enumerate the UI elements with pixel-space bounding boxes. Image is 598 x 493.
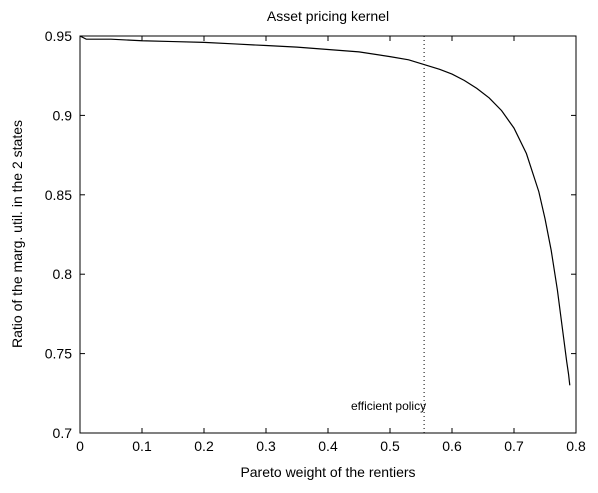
y-tick-label: 0.8 xyxy=(53,266,73,282)
y-tick-label: 0.7 xyxy=(53,425,73,441)
x-tick-label: 0.8 xyxy=(566,438,586,454)
y-tick-label: 0.85 xyxy=(45,187,72,203)
annotation-efficient-policy: efficient policy xyxy=(351,399,426,413)
y-axis: 0.7 0.75 0.8 0.85 0.9 0.95 xyxy=(45,28,576,441)
x-tick-label: 0 xyxy=(76,438,84,454)
x-tick-label: 0.3 xyxy=(256,438,276,454)
x-tick-label: 0.4 xyxy=(318,438,338,454)
series-line xyxy=(79,35,571,386)
chart-title: Asset pricing kernel xyxy=(267,8,389,24)
plot-frame xyxy=(79,35,577,434)
x-tick-label: 0.6 xyxy=(442,438,462,454)
x-tick-label: 0.1 xyxy=(132,438,152,454)
y-tick-label: 0.9 xyxy=(53,107,73,123)
x-axis: 0 0.1 0.2 0.3 0.4 0.5 0.6 0.7 0.8 xyxy=(76,36,586,454)
x-axis-title: Pareto weight of the rentiers xyxy=(240,464,415,480)
x-tick-label: 0.2 xyxy=(194,438,214,454)
x-tick-label: 0.5 xyxy=(380,438,400,454)
y-tick-label: 0.75 xyxy=(45,346,72,362)
x-tick-label: 0.7 xyxy=(504,438,524,454)
y-axis-title: Ratio of the marg. util. in the 2 states xyxy=(9,120,25,348)
y-tick-label: 0.95 xyxy=(45,28,72,44)
